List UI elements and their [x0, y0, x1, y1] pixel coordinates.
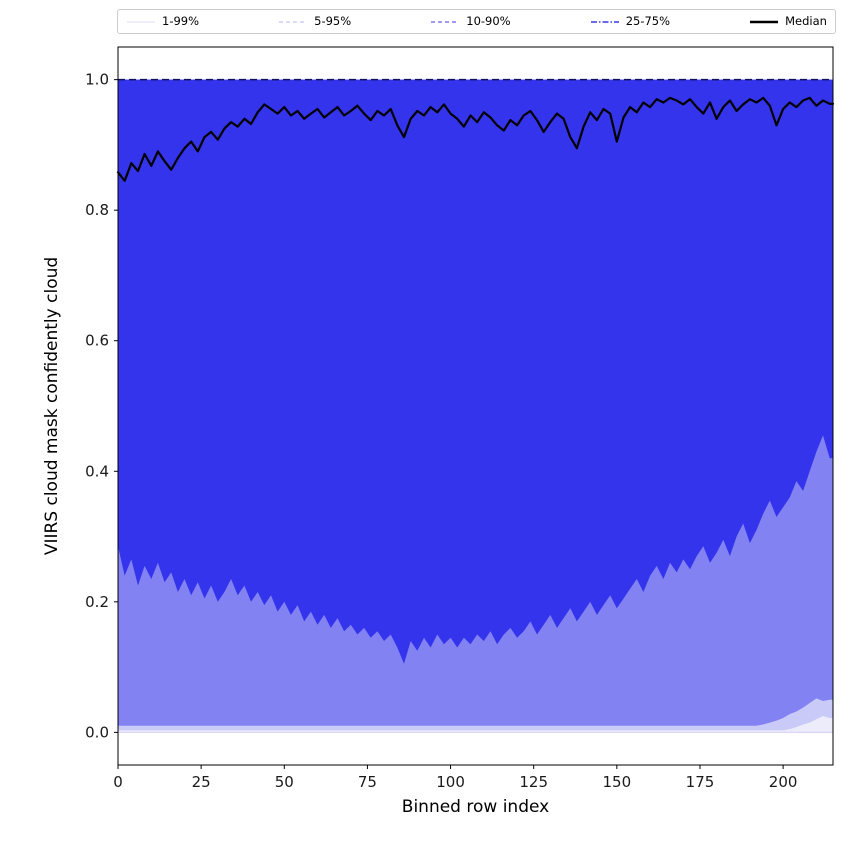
x-tick-label: 100 — [436, 773, 465, 791]
legend-line-1-99-icon — [127, 20, 155, 23]
legend-item-25-75: 25-75% — [590, 13, 671, 28]
legend-item-5-95: 5-95% — [278, 13, 352, 28]
x-axis-label: Binned row index — [402, 797, 549, 817]
x-tick-label: 75 — [358, 773, 377, 791]
x-tick-label: 175 — [686, 773, 715, 791]
y-tick-label: 0.0 — [85, 723, 109, 741]
legend-item-10-90: 10-90% — [430, 13, 511, 28]
legend-line-25-75-icon — [590, 20, 619, 23]
y-tick-label: 0.4 — [85, 462, 109, 480]
legend: 1-99% 5-95% 10-90% 25-75% Median — [117, 9, 836, 34]
x-tick-label: 125 — [519, 773, 548, 791]
axes-spines — [117, 46, 834, 766]
y-tick-label: 0.8 — [85, 201, 109, 219]
legend-item-label: 1-99% — [162, 13, 200, 28]
legend-item-1-99: 1-99% — [126, 13, 200, 28]
legend-line-10-90-icon — [431, 20, 460, 23]
legend-item-label: 5-95% — [314, 13, 352, 28]
median-line — [116, 96, 835, 182]
x-tick-label: 50 — [275, 773, 294, 791]
y-axis-label: VIIRS cloud mask confidently cloud — [42, 257, 62, 555]
y-tick-label: 0.6 — [85, 332, 109, 350]
legend-item-label: 10-90% — [466, 13, 511, 28]
legend-line-median-icon — [750, 20, 779, 23]
x-tick-label: 0 — [113, 773, 123, 791]
x-tick-label: 150 — [603, 773, 632, 791]
legend-line-5-95-icon — [279, 20, 308, 23]
legend-item-median: Median — [749, 13, 827, 28]
legend-item-label: Median — [785, 13, 827, 28]
band-25-75% — [118, 79, 833, 664]
legend-item-label: 25-75% — [625, 13, 671, 28]
x-tick-label: 25 — [192, 773, 211, 791]
y-tick-label: 1.0 — [85, 71, 109, 89]
y-tick-label: 0.2 — [85, 593, 109, 611]
x-tick-label: 200 — [769, 773, 798, 791]
